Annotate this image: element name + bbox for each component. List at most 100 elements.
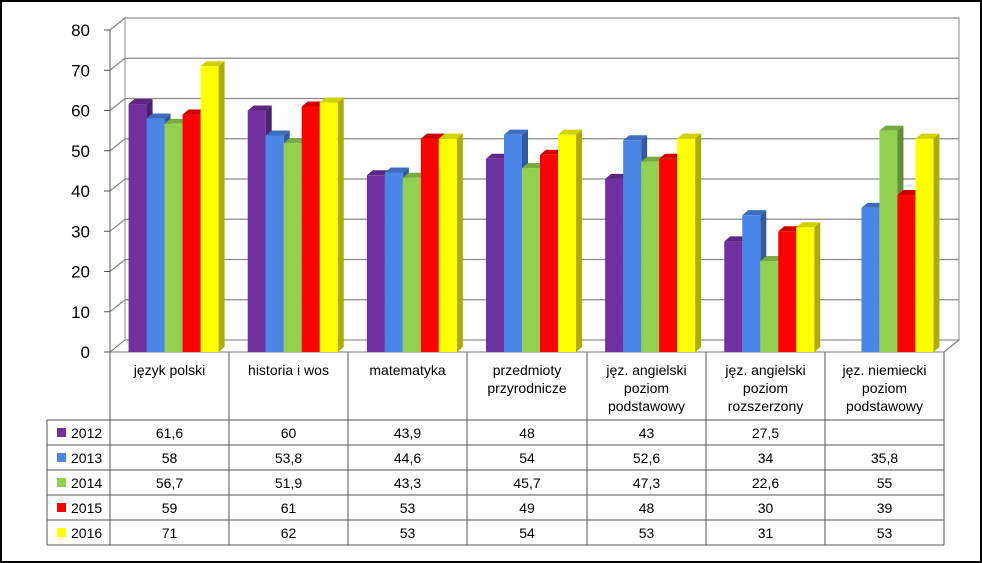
data-cell: 22,6	[752, 475, 779, 491]
y-tick-label: 60	[71, 102, 90, 121]
bar-2013	[742, 215, 761, 352]
data-cell: 53	[639, 525, 655, 541]
bar-top	[623, 135, 648, 141]
gridline-side	[109, 57, 126, 71]
bar-2016	[319, 102, 338, 352]
y-tick-label: 0	[81, 343, 90, 362]
category-label: język polski	[133, 362, 206, 378]
bar-2012	[605, 178, 624, 352]
data-cell: 54	[519, 450, 535, 466]
gridline-side	[109, 138, 126, 152]
data-cell: 47,3	[633, 475, 660, 491]
data-cell: 48	[639, 500, 655, 516]
bar-2014	[283, 143, 302, 352]
data-cell: 43	[639, 425, 655, 441]
data-cell: 49	[519, 500, 535, 516]
data-cell: 31	[758, 525, 774, 541]
bar-2012	[128, 104, 147, 352]
data-cell: 53	[400, 500, 416, 516]
data-cell: 48	[519, 425, 535, 441]
data-cell: 53	[877, 525, 893, 541]
bar-2013	[146, 118, 165, 352]
bar-top	[146, 113, 171, 119]
data-cell: 55	[877, 475, 893, 491]
bar-2016	[438, 138, 457, 352]
category-label: podstawowy	[608, 398, 685, 414]
bar-top	[200, 61, 225, 67]
bar-2015	[540, 154, 558, 352]
gridline-side	[109, 299, 126, 313]
bar-2015	[778, 231, 797, 352]
bar-2014	[760, 261, 779, 352]
category-label: przedmioty	[493, 362, 561, 378]
data-cell: 34	[758, 450, 774, 466]
y-tick-label: 70	[71, 61, 90, 80]
y-tick-label: 20	[71, 263, 90, 282]
bar-2013	[623, 140, 642, 352]
bar-2015	[301, 106, 320, 352]
bar-top	[319, 97, 344, 103]
bar-2014	[641, 161, 660, 352]
bar-2012	[366, 175, 385, 352]
category-label: jęz. niemiecki	[841, 362, 926, 378]
legend-key-2013	[57, 453, 66, 462]
bar-2014	[522, 168, 540, 352]
y-tick-label: 50	[71, 142, 90, 161]
data-cell: 30	[758, 500, 774, 516]
y-tick-label: 40	[71, 182, 90, 201]
gridline-side	[109, 17, 126, 31]
legend-label: 2014	[71, 475, 102, 491]
bar-2013	[504, 134, 522, 352]
data-cell: 62	[281, 525, 297, 541]
bar-top	[742, 210, 767, 216]
bar-2015	[659, 158, 678, 352]
bar-2014	[164, 123, 183, 352]
bar-top	[879, 125, 904, 131]
legend-key-2014	[57, 478, 66, 487]
y-tick-label: 10	[71, 303, 90, 322]
category-label: jęz. angielski	[605, 362, 686, 378]
legend-key-2012	[57, 428, 66, 437]
data-cell: 27,5	[752, 425, 779, 441]
data-cell: 44,6	[394, 450, 421, 466]
data-cell: 61	[281, 500, 297, 516]
bar-side	[337, 97, 344, 352]
bar-2016	[200, 66, 219, 352]
data-cell: 43,9	[394, 425, 421, 441]
data-cell: 56,7	[156, 475, 183, 491]
y-tick-label: 30	[71, 222, 90, 241]
legend-label: 2013	[71, 450, 102, 466]
data-cell: 39	[877, 500, 893, 516]
data-cell: 35,8	[871, 450, 898, 466]
bar-top	[128, 99, 153, 105]
bar-2016	[796, 227, 815, 352]
bar-2014	[879, 130, 898, 352]
category-label: podstawowy	[846, 398, 923, 414]
data-cell: 53,8	[275, 450, 302, 466]
bar-2014	[402, 177, 421, 352]
bar-top	[796, 222, 821, 228]
bar-2016	[558, 134, 576, 352]
bar-top	[384, 167, 409, 173]
category-label: rozszerzony	[728, 398, 803, 414]
bar-top	[438, 133, 463, 139]
bar-side	[456, 133, 463, 352]
category-label: poziom	[862, 380, 907, 396]
bar-side	[218, 61, 225, 352]
y-tick-label: 80	[71, 21, 90, 40]
data-cell: 43,3	[394, 475, 421, 491]
bar-2016	[677, 138, 696, 352]
data-cell: 52,6	[633, 450, 660, 466]
bar-2015	[182, 114, 201, 353]
bar-2013	[861, 207, 880, 352]
data-cell: 59	[162, 500, 178, 516]
bar-side	[814, 222, 821, 352]
data-cell: 71	[162, 525, 178, 541]
data-cell: 54	[519, 525, 535, 541]
data-cell: 60	[281, 425, 297, 441]
data-cell: 53	[400, 525, 416, 541]
legend-label: 2016	[71, 525, 102, 541]
bar-side	[695, 133, 702, 352]
legend-label: 2012	[71, 425, 102, 441]
